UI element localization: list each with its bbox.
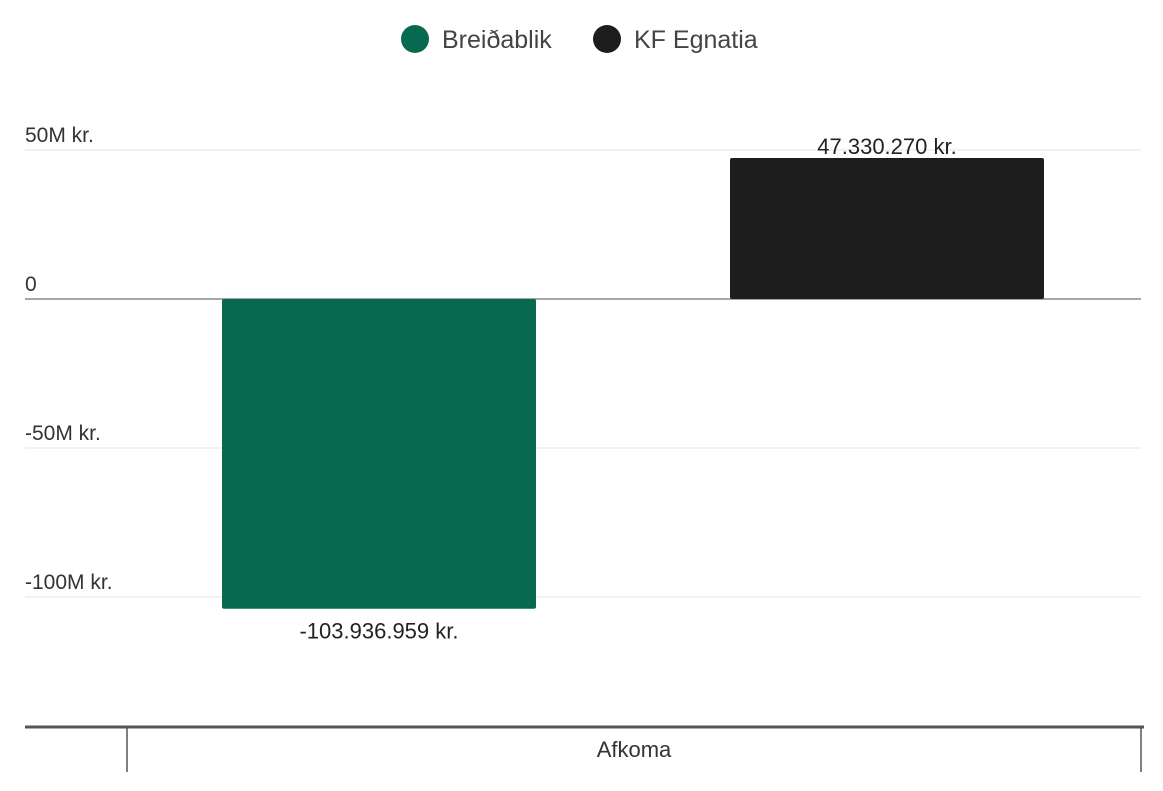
bar-value-label-2: 47.330.270 kr. bbox=[817, 134, 956, 159]
y-tick-label: 0 bbox=[25, 273, 37, 296]
x-category-label: Afkoma bbox=[597, 737, 672, 762]
y-tick-label: -100M kr. bbox=[25, 571, 113, 594]
y-axis-ticks: 50M kr. 0 -50M kr. -100M kr. bbox=[25, 124, 113, 594]
data-labels: -103.936.959 kr. 47.330.270 kr. bbox=[299, 134, 956, 644]
bar-value-label-1: -103.936.959 kr. bbox=[299, 619, 458, 644]
y-tick-label: -50M kr. bbox=[25, 422, 101, 445]
bars bbox=[222, 157, 1044, 609]
legend-swatch-2 bbox=[593, 25, 621, 53]
legend-label-2: KF Egnatia bbox=[634, 26, 758, 54]
y-tick-label: 50M kr. bbox=[25, 124, 94, 147]
bar-1 bbox=[222, 299, 536, 609]
legend: Breiðablik KF Egnatia bbox=[401, 25, 758, 54]
bar-2 bbox=[730, 157, 1044, 299]
legend-swatch-1 bbox=[401, 25, 429, 53]
x-axis: Afkoma bbox=[25, 725, 1144, 772]
legend-label-1: Breiðablik bbox=[442, 26, 552, 54]
